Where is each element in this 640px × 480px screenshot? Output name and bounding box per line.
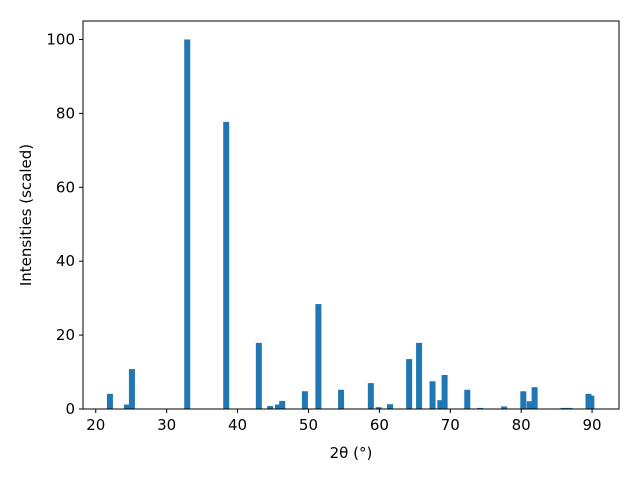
bar xyxy=(464,389,471,409)
y-tick-label: 20 xyxy=(56,326,75,344)
x-tick-label: 30 xyxy=(157,416,176,434)
y-tick-label: 60 xyxy=(56,178,75,196)
plot-frame xyxy=(82,20,620,410)
bar xyxy=(274,404,281,409)
bar xyxy=(301,391,308,409)
x-tick-label: 20 xyxy=(86,416,105,434)
bar xyxy=(184,39,191,409)
bar xyxy=(531,387,538,409)
y-axis-label: Intensities (scaled) xyxy=(17,144,35,286)
bar xyxy=(375,407,382,409)
x-tick-label: 80 xyxy=(512,416,531,434)
y-tick-label: 80 xyxy=(56,104,75,122)
bar xyxy=(279,400,286,409)
bar xyxy=(267,406,274,409)
bar xyxy=(441,375,448,409)
y-tick-label: 40 xyxy=(56,252,75,270)
bar xyxy=(128,369,135,409)
bar xyxy=(429,381,436,409)
bar xyxy=(526,401,533,409)
x-axis-label: 2θ (°) xyxy=(330,444,373,462)
bar xyxy=(437,400,444,409)
y-tick-label: 100 xyxy=(46,30,75,48)
bar xyxy=(588,395,595,409)
x-tick-label: 60 xyxy=(370,416,389,434)
bar xyxy=(255,342,262,409)
x-tick-label: 90 xyxy=(583,416,602,434)
bar xyxy=(416,342,423,409)
bar xyxy=(560,407,567,409)
x-tick-label: 50 xyxy=(299,416,318,434)
y-tick-label: 0 xyxy=(65,400,75,418)
bar xyxy=(338,389,345,409)
x-tick-label: 70 xyxy=(441,416,460,434)
bar xyxy=(315,304,322,409)
bar xyxy=(406,359,413,409)
bar xyxy=(566,407,573,409)
bar xyxy=(106,393,113,409)
bar xyxy=(477,407,484,409)
bar xyxy=(520,391,527,409)
bar xyxy=(501,406,508,409)
bar xyxy=(386,404,393,409)
bar xyxy=(123,404,130,409)
x-tick-label: 40 xyxy=(228,416,247,434)
bar xyxy=(367,383,374,409)
bar xyxy=(223,121,230,409)
